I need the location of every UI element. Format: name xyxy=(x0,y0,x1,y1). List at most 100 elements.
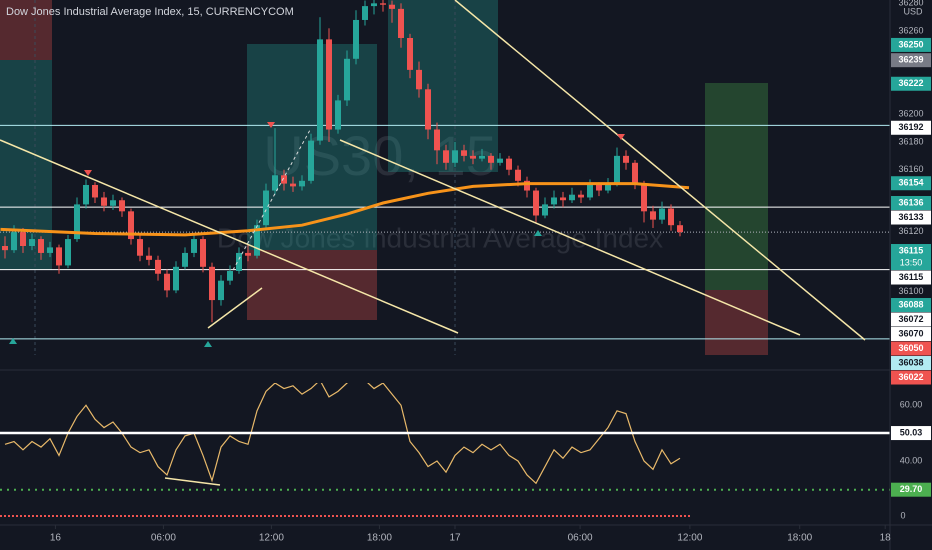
x-tick-label: 18:00 xyxy=(367,533,392,544)
price-label: 36115 xyxy=(899,272,924,282)
x-tick-label: 12:00 xyxy=(259,533,284,544)
candle-body xyxy=(164,273,171,291)
candle-body xyxy=(524,180,531,191)
rsi-tick-label: 40.00 xyxy=(900,455,923,465)
rsi-level-box xyxy=(891,482,931,497)
candle-body xyxy=(479,155,486,159)
candle-body xyxy=(119,200,126,212)
candle-body xyxy=(56,247,63,266)
price-label-box xyxy=(891,37,931,52)
candle-body xyxy=(83,184,90,205)
candle-body xyxy=(452,150,459,163)
candle-body xyxy=(101,197,108,206)
trendlines xyxy=(0,0,866,347)
candle-body xyxy=(398,8,405,38)
candle-body xyxy=(434,129,441,151)
candle-body xyxy=(200,239,207,267)
candle-body xyxy=(380,3,387,5)
candle-body xyxy=(407,37,414,70)
long-zone xyxy=(388,0,498,172)
candle-body xyxy=(353,19,360,59)
price-label-box xyxy=(891,176,931,191)
currency: USD xyxy=(903,6,923,16)
hist-tick-label: 0 xyxy=(900,510,905,520)
price-labels: 36280 36260 36250 36239 36222 36200 36192 36180… xyxy=(891,0,931,385)
candle-body xyxy=(299,180,306,187)
candle-body xyxy=(515,169,522,181)
x-tick-label: 17 xyxy=(449,533,461,544)
candle-body xyxy=(38,239,45,253)
candle-body xyxy=(578,194,585,198)
signal-down xyxy=(267,122,275,128)
price-label: 36050 xyxy=(898,343,923,353)
candle-body xyxy=(335,100,342,130)
candle-body xyxy=(632,162,639,184)
price-label: 36133 xyxy=(898,212,923,222)
price-label: 36154 xyxy=(898,178,923,188)
y-tick-label: 36180 xyxy=(898,136,923,146)
candle-body xyxy=(461,150,468,156)
price-label: 36088 xyxy=(898,299,923,309)
candle-body xyxy=(317,39,324,141)
candle-body xyxy=(263,190,270,226)
stop-zone xyxy=(705,290,768,355)
candle-body xyxy=(20,232,27,246)
candle-body xyxy=(11,232,18,251)
candle-body xyxy=(29,239,36,246)
candle-body xyxy=(497,158,504,163)
candle-body xyxy=(506,158,513,170)
price-label: 36239 xyxy=(898,55,923,65)
price-label: 36250 xyxy=(898,39,923,49)
candle-body xyxy=(137,239,144,256)
candle-body xyxy=(560,197,567,201)
signal-up xyxy=(9,338,17,344)
stop-zone xyxy=(247,250,377,320)
candle-body xyxy=(47,247,54,253)
candle-body xyxy=(92,184,99,198)
candle-body xyxy=(173,266,180,291)
price-lines xyxy=(0,124,890,340)
projection-line xyxy=(232,129,311,271)
candle-body xyxy=(308,140,315,181)
price-label-box xyxy=(891,196,931,211)
price-label-box xyxy=(891,341,931,356)
candle-body xyxy=(659,208,666,220)
candle-body xyxy=(146,255,153,260)
price-label-box xyxy=(891,76,931,91)
candle-body xyxy=(236,252,243,271)
candle-body xyxy=(227,270,234,281)
x-tick-label: 16 xyxy=(50,533,62,544)
trendline xyxy=(164,477,221,486)
price-label-box xyxy=(891,53,931,68)
price-label-box xyxy=(891,244,931,271)
candle-body xyxy=(416,69,423,90)
candles xyxy=(0,0,690,323)
candle-body xyxy=(362,6,369,20)
x-tick-label: 12:00 xyxy=(677,533,702,544)
candle-body xyxy=(371,3,378,7)
y-tick-label: 36200 xyxy=(898,109,923,119)
candle-body xyxy=(389,4,396,9)
moving-average xyxy=(0,182,690,237)
candle-body xyxy=(614,155,621,184)
rsi-line xyxy=(4,383,681,485)
signal-down xyxy=(84,170,92,176)
candle-body xyxy=(677,225,684,233)
y-tick-label: 36280 xyxy=(898,0,923,8)
price-label: 36022 xyxy=(898,372,923,382)
price-label-box xyxy=(891,298,931,313)
candle-body xyxy=(542,204,549,216)
signal-down xyxy=(617,134,625,140)
candle-body xyxy=(344,58,351,101)
candle-body xyxy=(128,211,135,240)
candle-body xyxy=(191,239,198,253)
price-label: 36038 xyxy=(898,357,923,367)
y-tick-label: 36160 xyxy=(898,164,923,174)
candle-body xyxy=(587,184,594,198)
rsi-level-label: 50.03 xyxy=(900,427,923,437)
x-tick-label: 06:00 xyxy=(151,533,176,544)
price-label: 36136 xyxy=(898,197,923,207)
candle-body xyxy=(605,183,612,191)
